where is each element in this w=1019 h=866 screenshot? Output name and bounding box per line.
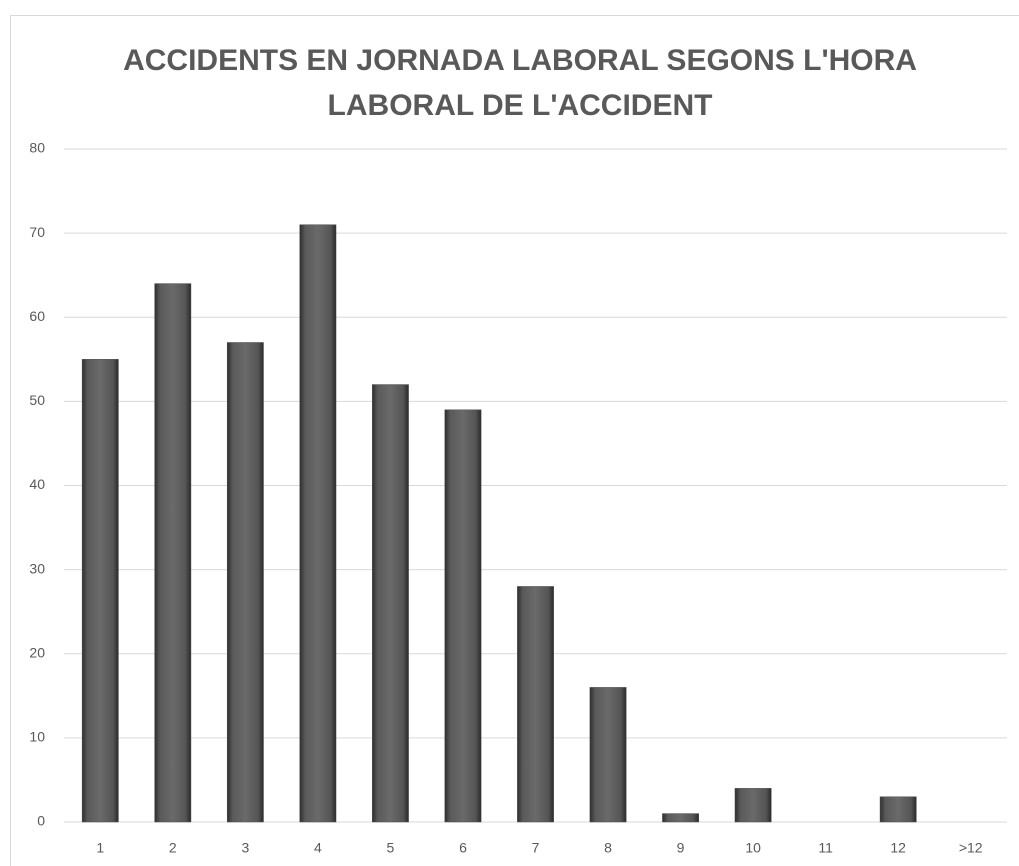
bar	[226, 342, 264, 823]
x-tick-label: 1	[96, 840, 104, 856]
x-tick-label: 10	[745, 840, 761, 856]
bar	[662, 813, 699, 823]
bar	[879, 796, 917, 823]
bar	[299, 224, 337, 823]
bar	[517, 586, 554, 823]
x-tick-label: 5	[387, 840, 395, 856]
y-tick-label: 70	[29, 224, 45, 240]
bar	[734, 788, 772, 823]
y-tick-label: 80	[29, 140, 45, 156]
x-tick-label: >12	[959, 840, 983, 856]
x-tick-label: 12	[890, 840, 906, 856]
bar	[444, 409, 482, 823]
y-tick-label: 20	[29, 644, 45, 660]
y-tick-label: 50	[29, 392, 45, 408]
y-tick-label: 40	[29, 476, 45, 492]
x-tick-label: 3	[241, 840, 249, 856]
y-tick-label: 0	[37, 813, 45, 829]
chart-frame	[10, 15, 1019, 866]
bar	[154, 283, 192, 823]
y-tick-label: 60	[29, 308, 45, 324]
x-tick-label: 9	[677, 840, 685, 856]
x-tick-label: 6	[459, 840, 467, 856]
bar	[81, 359, 119, 823]
chart-title: ACCIDENTS EN JORNADA LABORAL SEGONS L'HO…	[123, 44, 917, 122]
y-tick-label: 10	[29, 729, 45, 745]
x-tick-label: 8	[604, 840, 612, 856]
bar	[372, 384, 409, 823]
y-tick-label: 30	[29, 560, 45, 576]
x-tick-label: 2	[169, 840, 177, 856]
x-tick-label: 4	[314, 840, 322, 856]
bar	[589, 687, 627, 823]
x-tick-label: 11	[818, 840, 833, 856]
x-tick-label: 7	[532, 840, 540, 856]
